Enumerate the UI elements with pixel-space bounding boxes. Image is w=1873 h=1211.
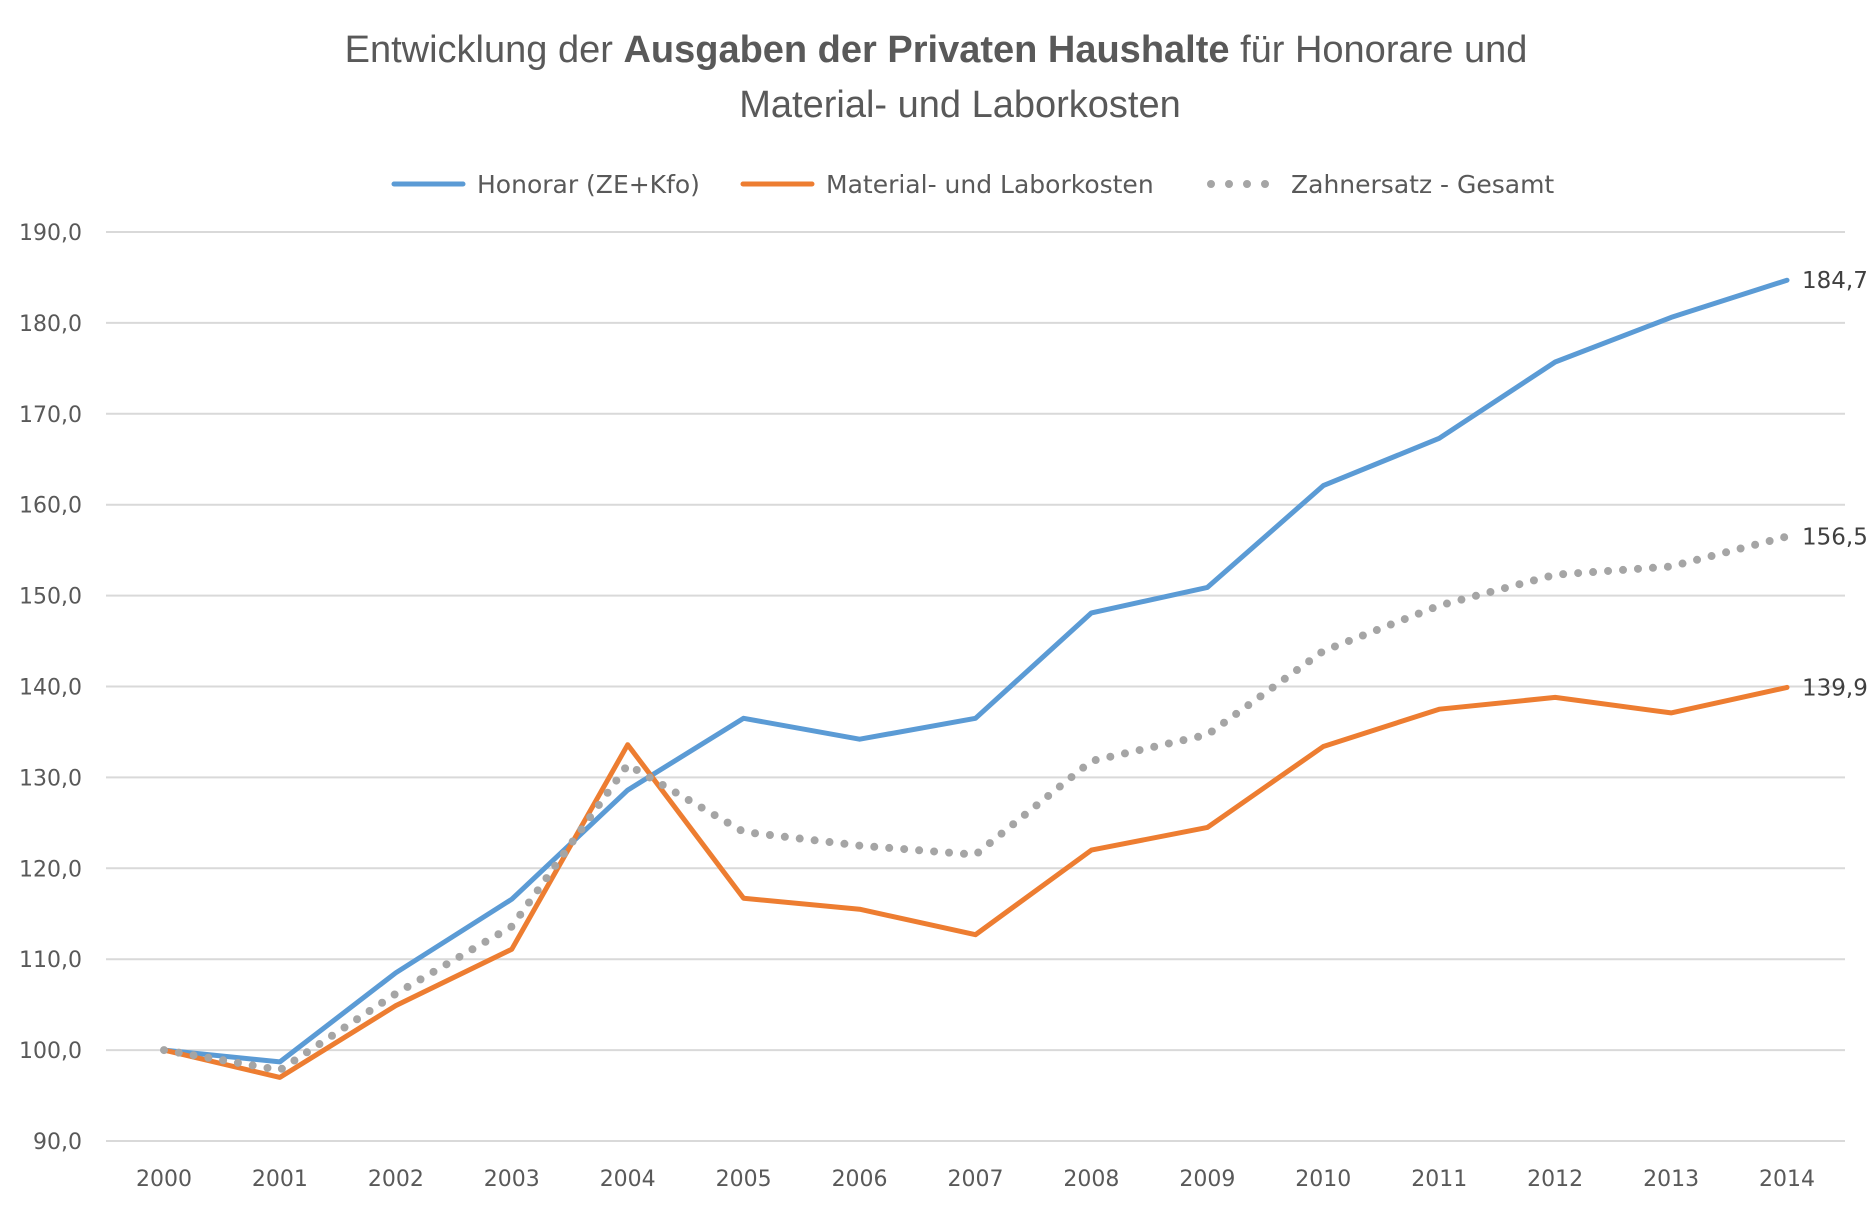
series-line-honorar: [161, 277, 1790, 1065]
legend-item: Material- und Laborkosten: [740, 170, 1154, 199]
legend-item: Honorar (ZE+Kfo): [391, 170, 700, 199]
x-tick-label: 2005: [716, 1167, 772, 1192]
title-bold: Ausgaben der Privaten Haushalte: [623, 29, 1229, 71]
y-tick-label: 170,0: [19, 403, 82, 428]
legend-label: Material- und Laborkosten: [826, 170, 1154, 199]
y-tick-label: 90,0: [33, 1130, 82, 1155]
gridlines: [106, 231, 1845, 1142]
chart-title-line-2: Material- und Laborkosten: [739, 84, 1180, 126]
x-tick-label: 2000: [136, 1167, 192, 1192]
x-tick-label: 2014: [1759, 1167, 1815, 1192]
y-tick-label: 190,0: [19, 221, 82, 246]
y-tick-label: 180,0: [19, 312, 82, 337]
x-tick-label: 2006: [832, 1167, 888, 1192]
x-tick-label: 2011: [1411, 1167, 1467, 1192]
y-tick-label: 110,0: [19, 948, 82, 973]
x-tick-label: 2002: [368, 1167, 424, 1192]
x-tick-label: 2010: [1295, 1167, 1351, 1192]
y-tick-label: 160,0: [19, 494, 82, 519]
legend-label: Zahnersatz - Gesamt: [1291, 170, 1554, 199]
y-tick-label: 140,0: [19, 676, 82, 701]
x-tick-label: 2008: [1063, 1167, 1119, 1192]
chart-title: Entwicklung der Ausgaben der Privaten Ha…: [345, 29, 1528, 126]
x-tick-label: 2003: [484, 1167, 540, 1192]
chart-title-line-1: Entwicklung der Ausgaben der Privaten Ha…: [345, 29, 1528, 71]
x-tick-label: 2001: [252, 1167, 308, 1192]
title-prefix: Entwicklung der: [345, 29, 624, 71]
x-tick-label: 2004: [600, 1167, 656, 1192]
series-line-material-laborkosten: [161, 684, 1790, 1080]
title-suffix: für Honorare und: [1230, 29, 1528, 71]
series-group: [160, 277, 1791, 1080]
x-tick-label: 2012: [1527, 1167, 1583, 1192]
y-axis: 90,0 100,0 110,0 120,0 130,0 140,0 150,0 160,0 1…: [19, 221, 82, 1155]
legend-item: Zahnersatz - Gesamt: [1207, 170, 1554, 199]
legend-label: Honorar (ZE+Kfo): [477, 170, 700, 199]
y-tick-label: 100,0: [19, 1039, 82, 1064]
end-value-label: 184,7: [1802, 268, 1868, 294]
data-labels: 184,7 139,9 156,5: [1802, 268, 1868, 701]
series-line-zahnersatz-gesamt: [160, 532, 1791, 1075]
y-tick-label: 150,0: [19, 585, 82, 610]
end-value-label: 156,5: [1802, 525, 1868, 551]
end-value-label: 139,9: [1802, 675, 1868, 701]
legend: Honorar (ZE+Kfo) Material- und Laborkoste…: [391, 170, 1554, 199]
y-tick-label: 120,0: [19, 857, 82, 882]
x-tick-label: 2013: [1643, 1167, 1699, 1192]
x-tick-label: 2007: [948, 1167, 1004, 1192]
y-tick-label: 130,0: [19, 766, 82, 791]
x-tick-label: 2009: [1179, 1167, 1235, 1192]
x-axis: 2000 2001 2002 2003 2004 2005 2006 2007 2008 2009…: [136, 1167, 1815, 1192]
